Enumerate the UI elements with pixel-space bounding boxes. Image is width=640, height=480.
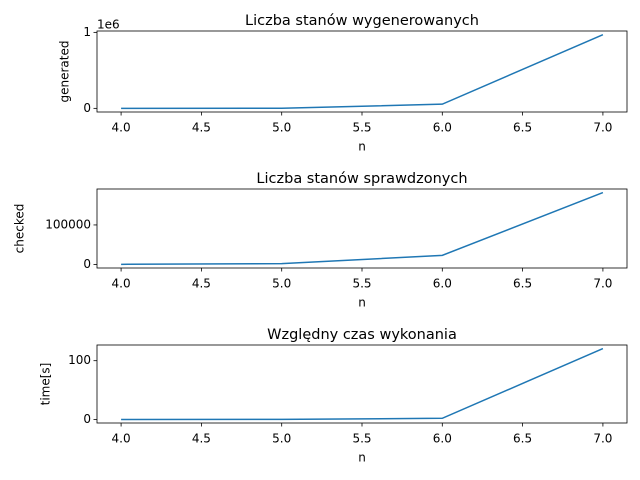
y-tick-label: 0: [83, 257, 91, 271]
y-tick-label: 100: [68, 353, 91, 367]
chart-title: Liczba stanów sprawdzonych: [256, 171, 467, 187]
y-tick-label: 0: [83, 412, 91, 426]
chart-title: Względny czas wykonania: [267, 327, 457, 343]
y-tick-label: 0: [83, 101, 91, 115]
x-tick-label: 5.5: [352, 121, 371, 135]
x-tick-label: 4.5: [192, 432, 211, 446]
x-tick-label: 5.0: [272, 432, 291, 446]
y-axis-label: generated: [58, 41, 72, 103]
x-tick-label: 6.5: [513, 277, 532, 291]
x-tick-label: 4.5: [192, 121, 211, 135]
x-tick-label: 7.0: [593, 432, 612, 446]
axes-frame: [96, 344, 628, 424]
x-tick-label: 4.0: [112, 432, 131, 446]
axes-frame: [96, 188, 628, 269]
x-tick-label: 7.0: [593, 121, 612, 135]
data-line: [121, 191, 604, 266]
y-axis-label: time[s]: [39, 363, 53, 406]
x-axis-label: n: [358, 451, 366, 465]
y-axis-label: checked: [13, 204, 27, 254]
x-tick-label: 6.0: [433, 432, 452, 446]
chart-title: Liczba stanów wygenerowanych: [245, 13, 479, 29]
x-tick-label: 4.0: [112, 121, 131, 135]
x-axis-label: n: [358, 296, 366, 310]
x-axis-label: n: [358, 140, 366, 154]
data-line: [121, 33, 604, 110]
x-tick-label: 6.5: [513, 432, 532, 446]
y-tick-label: 1: [83, 25, 91, 39]
data-line: [121, 347, 604, 421]
x-tick-label: 7.0: [593, 277, 612, 291]
x-tick-label: 4.0: [112, 277, 131, 291]
axes-frame: [96, 30, 628, 113]
x-tick-label: 5.0: [272, 277, 291, 291]
x-tick-label: 6.0: [433, 277, 452, 291]
y-tick-label: 100000: [45, 217, 91, 231]
x-tick-label: 5.5: [352, 432, 371, 446]
x-tick-label: 4.5: [192, 277, 211, 291]
x-tick-label: 5.5: [352, 277, 371, 291]
x-tick-label: 6.0: [433, 121, 452, 135]
x-tick-label: 6.5: [513, 121, 532, 135]
y-offset-label: 1e6: [97, 18, 120, 32]
x-tick-label: 5.0: [272, 121, 291, 135]
